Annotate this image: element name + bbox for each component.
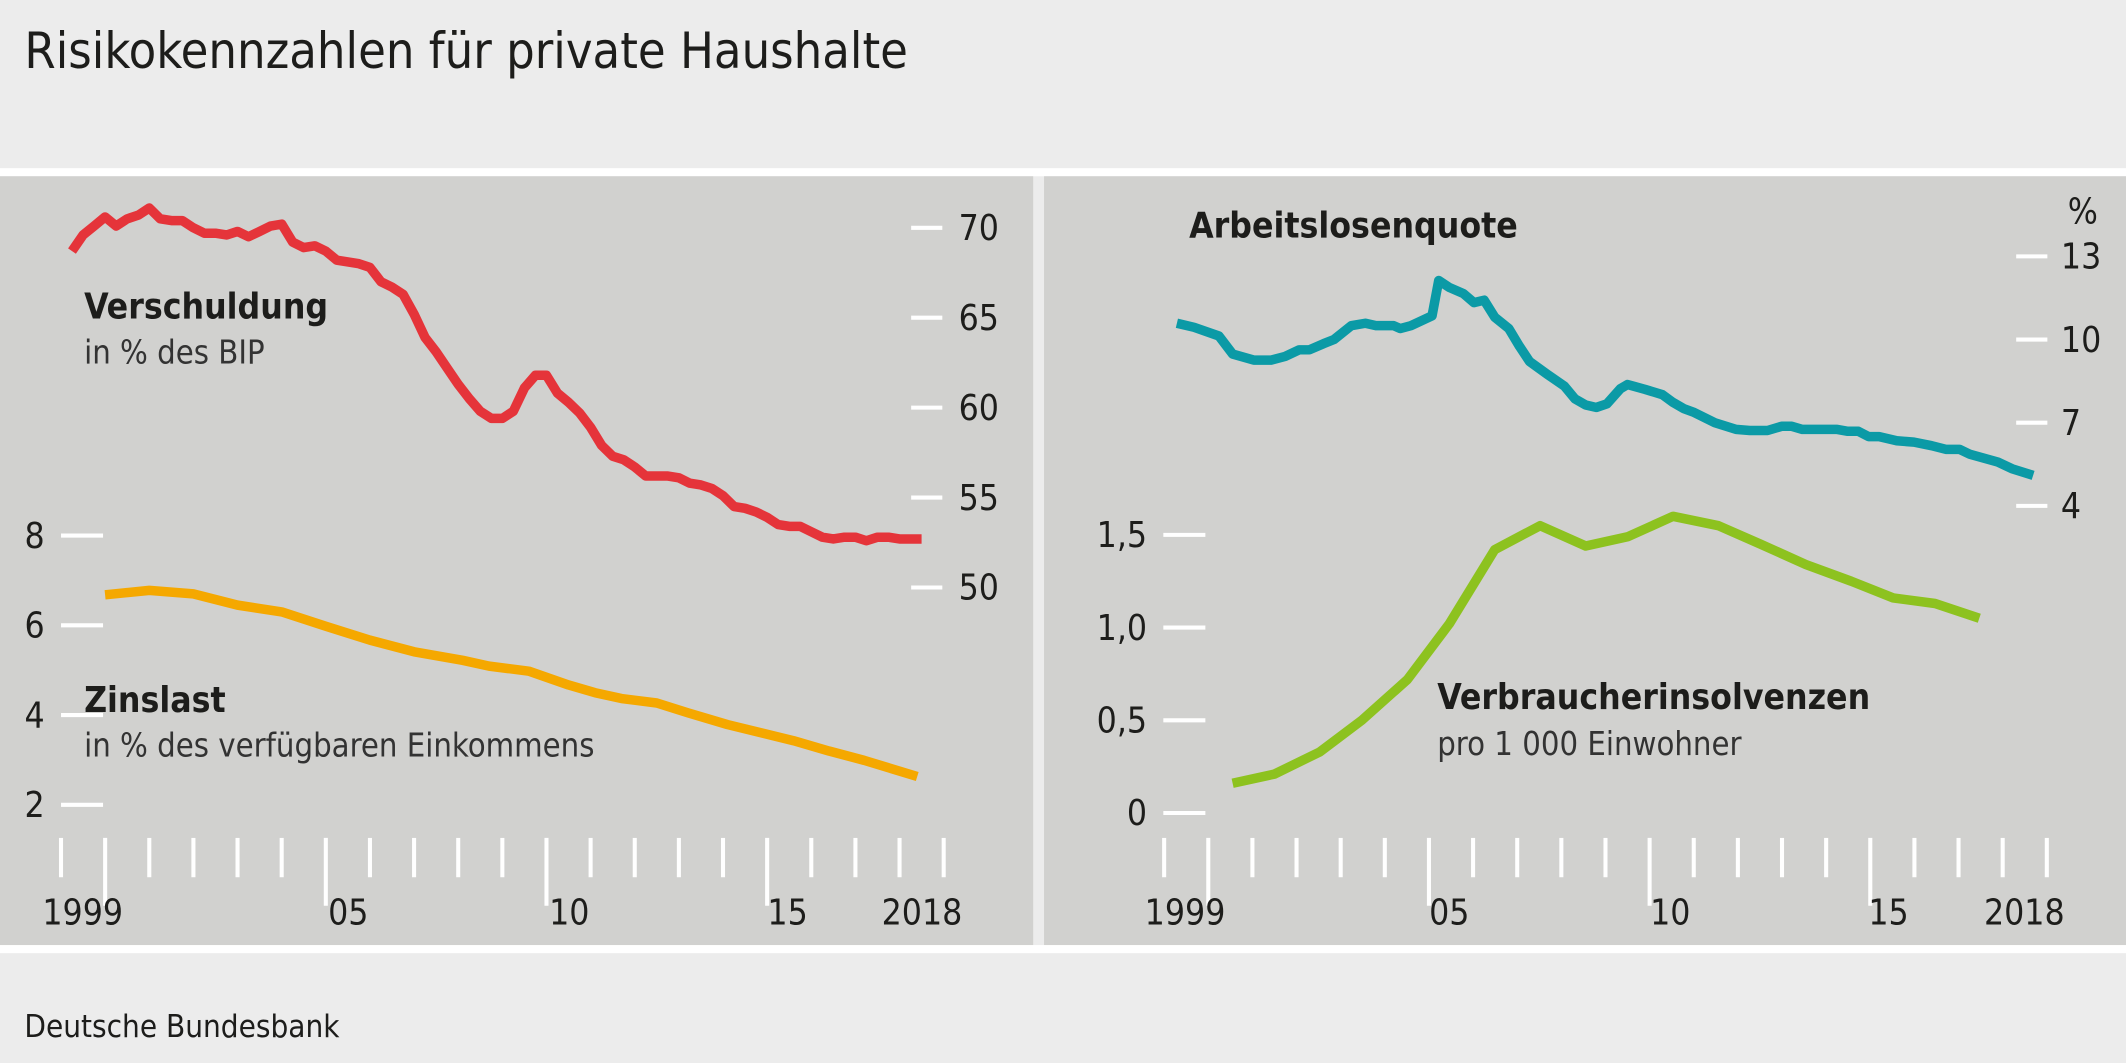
source-footer: Deutsche Bundesbank [24, 1009, 340, 1045]
y-tick-label-left: 0 [1127, 793, 1147, 834]
left-panel [0, 176, 1034, 946]
y-tick-label-left: 1,5 [1097, 515, 1147, 556]
x-tick-label: 15 [767, 893, 807, 934]
right-panel [1044, 176, 2126, 946]
y-tick-label-left: 1,0 [1097, 608, 1147, 649]
series-line-verschuldung [68, 203, 922, 546]
x-tick-label: 10 [1650, 893, 1690, 934]
series-sublabel: in % des BIP [84, 333, 265, 371]
y-tick-label-left: 0,5 [1097, 700, 1147, 741]
y-tick-label-right: 55 [959, 478, 999, 519]
y-tick-label-left: 2 [25, 785, 45, 826]
series-label: Arbeitslosenquote [1189, 205, 1518, 246]
y-tick-label-right: 70 [959, 208, 999, 249]
unit-label: % [2068, 192, 2098, 233]
y-tick-label-right: 60 [959, 388, 999, 429]
bottom-divider [0, 945, 2126, 954]
series-label: Zinslast [84, 680, 226, 721]
x-tick-label: 2018 [882, 893, 963, 934]
x-tick-label: 05 [1429, 893, 1469, 934]
series-sublabel: in % des verfügbaren Einkommens [84, 727, 594, 765]
series-label: Verbraucherinsolvenzen [1437, 677, 1870, 718]
y-tick-label-left: 8 [25, 516, 45, 557]
series-sublabel: pro 1 000 Einwohner [1437, 725, 1742, 763]
series-line-arbeitslosenquote [1175, 275, 2035, 480]
x-tick-label: 10 [549, 893, 589, 934]
x-tick-label: 2018 [1984, 893, 2065, 934]
series-label: Verschuldung [84, 287, 328, 328]
y-tick-label-right: 10 [2061, 320, 2101, 361]
series-line-zinslast [104, 585, 919, 782]
page-title: Risikokennzahlen für private Haushalte [24, 21, 908, 80]
y-tick-label-right: 65 [959, 298, 999, 339]
y-tick-label-right: 50 [959, 568, 999, 609]
right-chart: 1999 05 10 15 2018%13 10 7 4 Arbeitslosenquote 1,… [1097, 192, 2102, 934]
series-line-verbraucherinsolvenzen [1231, 511, 1981, 788]
y-tick-label-left: 4 [25, 695, 45, 736]
top-divider [0, 168, 2126, 177]
left-chart: 1999 05 10 15 2018 70 65 60 55 50 Verschuldung in %… [25, 203, 999, 934]
x-tick-label: 1999 [42, 893, 123, 934]
y-tick-label-left: 6 [25, 606, 45, 647]
y-tick-label-right: 13 [2061, 237, 2101, 278]
x-tick-label: 05 [328, 893, 368, 934]
y-tick-label-right: 4 [2061, 486, 2081, 527]
x-tick-label: 15 [1868, 893, 1908, 934]
x-tick-label: 1999 [1145, 893, 1226, 934]
y-tick-label-right: 7 [2061, 403, 2081, 444]
